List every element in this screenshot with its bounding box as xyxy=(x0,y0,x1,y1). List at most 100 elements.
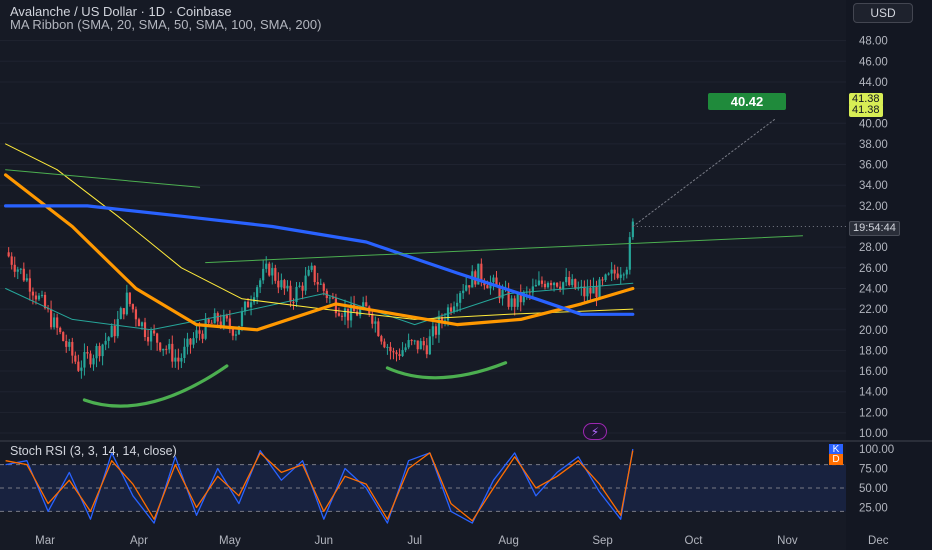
candle-body[interactable] xyxy=(40,294,44,296)
candle-body[interactable] xyxy=(589,287,592,294)
candle-body[interactable] xyxy=(571,279,574,285)
candle-body[interactable] xyxy=(404,347,407,351)
candle-body[interactable] xyxy=(222,315,225,327)
candle-body[interactable] xyxy=(177,357,180,362)
candle-body[interactable] xyxy=(556,282,559,287)
candle-body[interactable] xyxy=(246,301,250,308)
candle-body[interactable] xyxy=(140,322,144,327)
candle-body[interactable] xyxy=(65,340,68,347)
candle-body[interactable] xyxy=(71,341,74,356)
candle-body[interactable] xyxy=(256,287,259,298)
candle-body[interactable] xyxy=(80,367,83,371)
candle-body[interactable] xyxy=(501,289,504,299)
candle-body[interactable] xyxy=(449,307,453,312)
candle-body[interactable] xyxy=(168,343,171,350)
candle-body[interactable] xyxy=(331,297,334,299)
candle-body[interactable] xyxy=(631,221,634,238)
candle-body[interactable] xyxy=(16,269,19,272)
candle-body[interactable] xyxy=(143,322,147,338)
candle-body[interactable] xyxy=(149,330,153,342)
candle-body[interactable] xyxy=(277,280,280,288)
candle-body[interactable] xyxy=(437,317,441,335)
lightning-icon[interactable]: ⚡ xyxy=(583,423,607,440)
candle-body[interactable] xyxy=(104,340,107,345)
candle-body[interactable] xyxy=(180,357,183,362)
candle-body[interactable] xyxy=(492,277,495,283)
candle-body[interactable] xyxy=(86,352,89,354)
candle-body[interactable] xyxy=(343,308,347,317)
candle-body[interactable] xyxy=(156,333,159,343)
candle-body[interactable] xyxy=(280,280,283,288)
candle-body[interactable] xyxy=(249,302,253,308)
candle-body[interactable] xyxy=(359,308,362,316)
candle-body[interactable] xyxy=(304,275,307,291)
candle-body[interactable] xyxy=(619,274,622,278)
candle-body[interactable] xyxy=(480,263,483,281)
candle-body[interactable] xyxy=(171,343,174,362)
candle-body[interactable] xyxy=(477,263,480,285)
candle-body[interactable] xyxy=(119,308,122,320)
candle-body[interactable] xyxy=(292,301,295,303)
candle-body[interactable] xyxy=(159,342,162,351)
candle-body[interactable] xyxy=(295,286,298,303)
candle-body[interactable] xyxy=(313,265,316,283)
candle-body[interactable] xyxy=(213,313,216,324)
candle-body[interactable] xyxy=(37,295,41,300)
candle-body[interactable] xyxy=(92,358,95,365)
candle-body[interactable] xyxy=(286,285,289,289)
candle-body[interactable] xyxy=(565,276,568,283)
candle-body[interactable] xyxy=(537,280,541,285)
candle-body[interactable] xyxy=(383,341,386,348)
candle-body[interactable] xyxy=(49,309,53,328)
candle-body[interactable] xyxy=(468,285,471,288)
candle-body[interactable] xyxy=(219,321,222,327)
candle-body[interactable] xyxy=(386,346,389,348)
candle-body[interactable] xyxy=(153,330,156,334)
candle-body[interactable] xyxy=(253,297,256,303)
candle-body[interactable] xyxy=(274,268,277,281)
candle-body[interactable] xyxy=(465,285,468,291)
candle-body[interactable] xyxy=(234,334,238,336)
candle-body[interactable] xyxy=(56,317,59,328)
candle-body[interactable] xyxy=(622,274,625,276)
candle-body[interactable] xyxy=(568,276,571,285)
candle-body[interactable] xyxy=(328,297,331,299)
candle-body[interactable] xyxy=(513,298,516,307)
candle-body[interactable] xyxy=(549,282,553,286)
candle-body[interactable] xyxy=(452,306,456,312)
candle-body[interactable] xyxy=(607,273,610,275)
candle-body[interactable] xyxy=(25,278,28,281)
candle-body[interactable] xyxy=(389,346,392,352)
candle-body[interactable] xyxy=(616,273,619,278)
candle-body[interactable] xyxy=(319,283,322,285)
candle-body[interactable] xyxy=(531,286,534,293)
candle-body[interactable] xyxy=(216,313,219,322)
candle-body[interactable] xyxy=(13,264,16,272)
candle-body[interactable] xyxy=(322,283,325,291)
candle-body[interactable] xyxy=(43,294,47,309)
candle-body[interactable] xyxy=(165,348,168,350)
candle-body[interactable] xyxy=(334,298,338,314)
candle-body[interactable] xyxy=(422,341,425,346)
candle-body[interactable] xyxy=(122,308,125,315)
candle-body[interactable] xyxy=(456,302,459,307)
candle-body[interactable] xyxy=(110,325,113,338)
candle-body[interactable] xyxy=(183,346,186,358)
candle-body[interactable] xyxy=(207,319,210,323)
candle-body[interactable] xyxy=(625,269,628,275)
candle-body[interactable] xyxy=(398,354,401,356)
candle-body[interactable] xyxy=(534,284,537,287)
candle-body[interactable] xyxy=(310,265,313,270)
candle-body[interactable] xyxy=(392,351,395,353)
candle-body[interactable] xyxy=(362,302,365,309)
candle-body[interactable] xyxy=(434,326,437,335)
candle-body[interactable] xyxy=(146,337,150,342)
candle-body[interactable] xyxy=(516,292,519,307)
candle-body[interactable] xyxy=(307,269,310,276)
stoch-rsi-title[interactable]: Stoch RSI (3, 3, 14, 14, close) xyxy=(10,444,177,458)
candle-body[interactable] xyxy=(595,286,598,297)
candle-body[interactable] xyxy=(22,268,25,281)
candle-body[interactable] xyxy=(31,291,35,296)
candle-body[interactable] xyxy=(586,287,589,297)
candle-body[interactable] xyxy=(316,282,319,285)
